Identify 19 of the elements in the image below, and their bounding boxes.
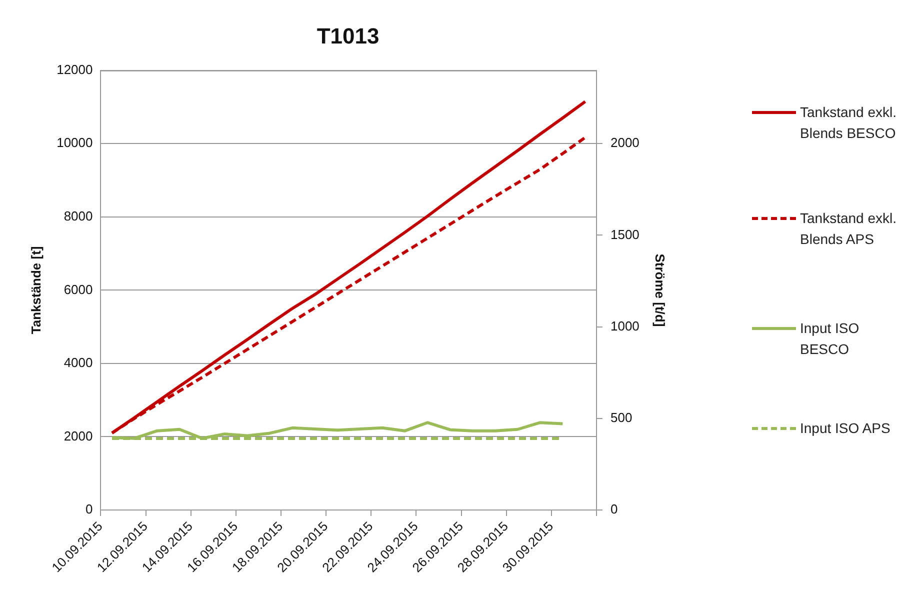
legend-label: Input ISO BESCO: [800, 319, 860, 359]
y-tick-label: 12000: [56, 62, 93, 77]
legend-label: Input ISO APS: [800, 419, 892, 438]
y2-tick-label: 1000: [610, 318, 640, 334]
y-tick-label: 8000: [64, 208, 93, 224]
y2-tick-label: 500: [610, 410, 632, 425]
legend-label: Tankstand exkl. Blends APS: [800, 209, 898, 249]
y-tick-label: 2000: [64, 428, 93, 444]
y-tick-label: 0: [86, 502, 93, 517]
y2-tick-label: 2000: [610, 135, 640, 150]
y2-tick-label: 0: [610, 502, 618, 517]
y-tick-label: 10000: [56, 135, 93, 150]
y-tick-label: 4000: [64, 355, 93, 370]
y2-axis-title: Ströme [t/d]: [652, 254, 668, 327]
y2-tick-label: 1500: [610, 226, 640, 242]
legend-label: Tankstand exkl. Blends BESCO: [800, 103, 898, 143]
y-tick-label: 6000: [64, 282, 93, 297]
y-axis-title: Tankstände [t]: [28, 246, 44, 334]
chart-title: T1013: [316, 23, 380, 48]
